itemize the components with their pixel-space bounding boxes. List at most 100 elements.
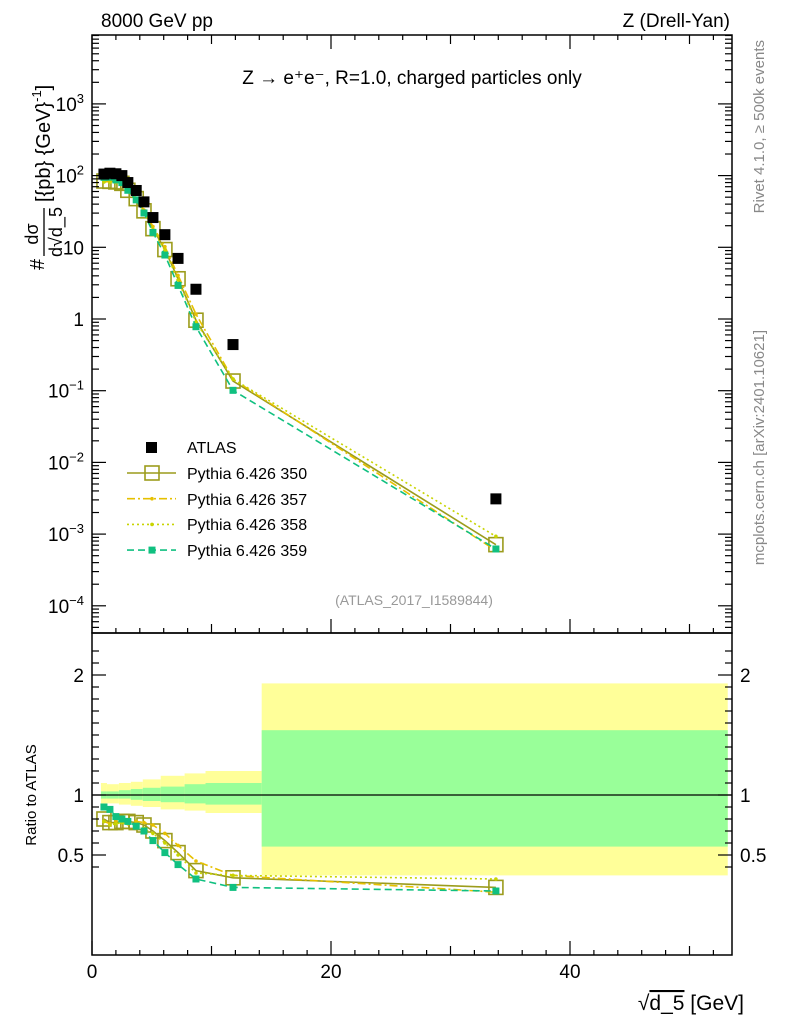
data-point [98, 168, 110, 180]
legend-label-atlas: ATLAS [187, 440, 237, 457]
ratio-point [124, 817, 132, 825]
ratio-bands [100, 683, 728, 876]
ratio-point [132, 822, 140, 830]
series-point [149, 228, 157, 236]
main-y-tick-label: 102 [56, 163, 84, 188]
ratio-point [140, 827, 148, 835]
ratio-point [118, 815, 126, 823]
data-point [172, 252, 184, 264]
legend-label-358: Pythia 6.426 358 [187, 517, 307, 534]
ratio-point [161, 849, 169, 857]
ratio-y-tick-label-right: 0.5 [740, 846, 766, 867]
series-point [163, 248, 167, 253]
y-title-denominator: d√d_5 [46, 207, 67, 257]
data-point [116, 170, 128, 182]
ratio-point [174, 861, 182, 869]
legend-label-350: Pythia 6.426 350 [187, 466, 307, 483]
main-y-tick-label: 10−1 [48, 378, 84, 403]
series-point [176, 278, 180, 282]
legend-marker-2 [150, 522, 154, 527]
ratio-point [192, 875, 200, 883]
y-title-hash: # [27, 258, 49, 270]
ratio-point [134, 819, 139, 824]
main-y-axis-title: # dσ d√d_5 [{pb} {GeV}-1] [22, 85, 67, 270]
main-y-tick-label: 10 [63, 238, 84, 259]
data-point [138, 196, 150, 208]
ratio-point [176, 843, 180, 848]
ratio-point [163, 831, 167, 836]
legend-label-357: Pythia 6.426 357 [187, 492, 307, 509]
data-point [122, 177, 134, 189]
ratio-point [194, 871, 198, 875]
header-right: Z (Drell-Yan) [623, 11, 730, 32]
ratio-point [494, 877, 498, 881]
x-tick-label: 20 [320, 962, 341, 983]
main-y-tick-label: 10−2 [48, 449, 84, 474]
series-point [108, 180, 112, 184]
legend-marker-atlas [146, 442, 157, 453]
ratio-point [229, 883, 237, 891]
series-point [112, 176, 120, 184]
axis-ticks [91, 34, 732, 955]
rivet-version-label: Rivet 4.1.0, ≥ 500k events [751, 40, 768, 213]
series-point [124, 186, 132, 194]
ratio-y-tick-label-right: 2 [740, 666, 751, 687]
ratio-point [112, 813, 120, 821]
series-point [132, 196, 140, 204]
data-point [110, 168, 122, 180]
main-y-tick-label: 10−3 [48, 521, 84, 546]
ratio-point [108, 823, 112, 827]
main-y-tick-label: 103 [56, 91, 84, 116]
ratio-y-tick-labels: 2 2 1 1 0.5 0.5 [58, 666, 767, 867]
ratio-band-inner [205, 783, 262, 805]
data-point [130, 184, 142, 196]
series-point [161, 251, 169, 259]
header-left: 8000 GeV pp [101, 11, 213, 32]
x-tick-label: 0 [87, 962, 98, 983]
series-point [192, 323, 200, 331]
ratio-point [149, 837, 157, 845]
series-point [231, 377, 235, 381]
analysis-id-label: (ATLAS_2017_I1589844) [335, 592, 493, 608]
data-point [147, 212, 159, 224]
legend-marker-1 [150, 496, 154, 501]
main-y-tick-label: 1 [73, 310, 84, 331]
data-point [490, 493, 502, 505]
ratio-point [102, 819, 106, 824]
legend-marker-3 [148, 546, 156, 554]
x-tick-labels: 0 20 40 [87, 962, 581, 983]
mcplots-label: mcplots.cern.ch [arXiv:2401.10621] [751, 330, 768, 565]
x-axis-title: √d_5 [GeV] [638, 992, 744, 1015]
ratio-band-inner [261, 730, 728, 847]
series-point [492, 545, 500, 553]
ratio-point [151, 831, 155, 836]
ratio-point [231, 873, 235, 878]
series-point [229, 386, 237, 394]
ratio-frame [91, 632, 733, 956]
series-point [140, 209, 148, 217]
data-point [159, 229, 171, 241]
data-point [190, 283, 202, 295]
ratio-y-tick-label-left: 2 [73, 666, 84, 687]
y-title-unit: [{pb} {GeV}-1] [29, 85, 55, 202]
ratio-point [100, 803, 108, 811]
main-y-tick-label: 10−4 [48, 593, 84, 618]
data-point [227, 339, 239, 351]
main-panel-marks [96, 167, 504, 553]
y-title-numerator: dσ [22, 223, 42, 244]
ratio-point [114, 822, 118, 826]
ratio-point [163, 841, 167, 845]
ratio-y-tick-label-left: 1 [73, 786, 84, 807]
series-point [494, 534, 498, 539]
ratio-point [194, 859, 198, 863]
ratio-band-inner [184, 784, 206, 804]
ratio-point [151, 823, 155, 827]
ratio-panel-marks [96, 803, 504, 896]
ratio-y-tick-label-left: 0.5 [58, 846, 84, 867]
ratio-point [106, 805, 114, 813]
series-point [118, 179, 126, 187]
legend: ATLAS Pythia 6.426 350 Pythia 6.426 357 … [127, 440, 307, 560]
plot-title: Z → e⁺e⁻, R=1.0, charged particles only [242, 68, 582, 89]
